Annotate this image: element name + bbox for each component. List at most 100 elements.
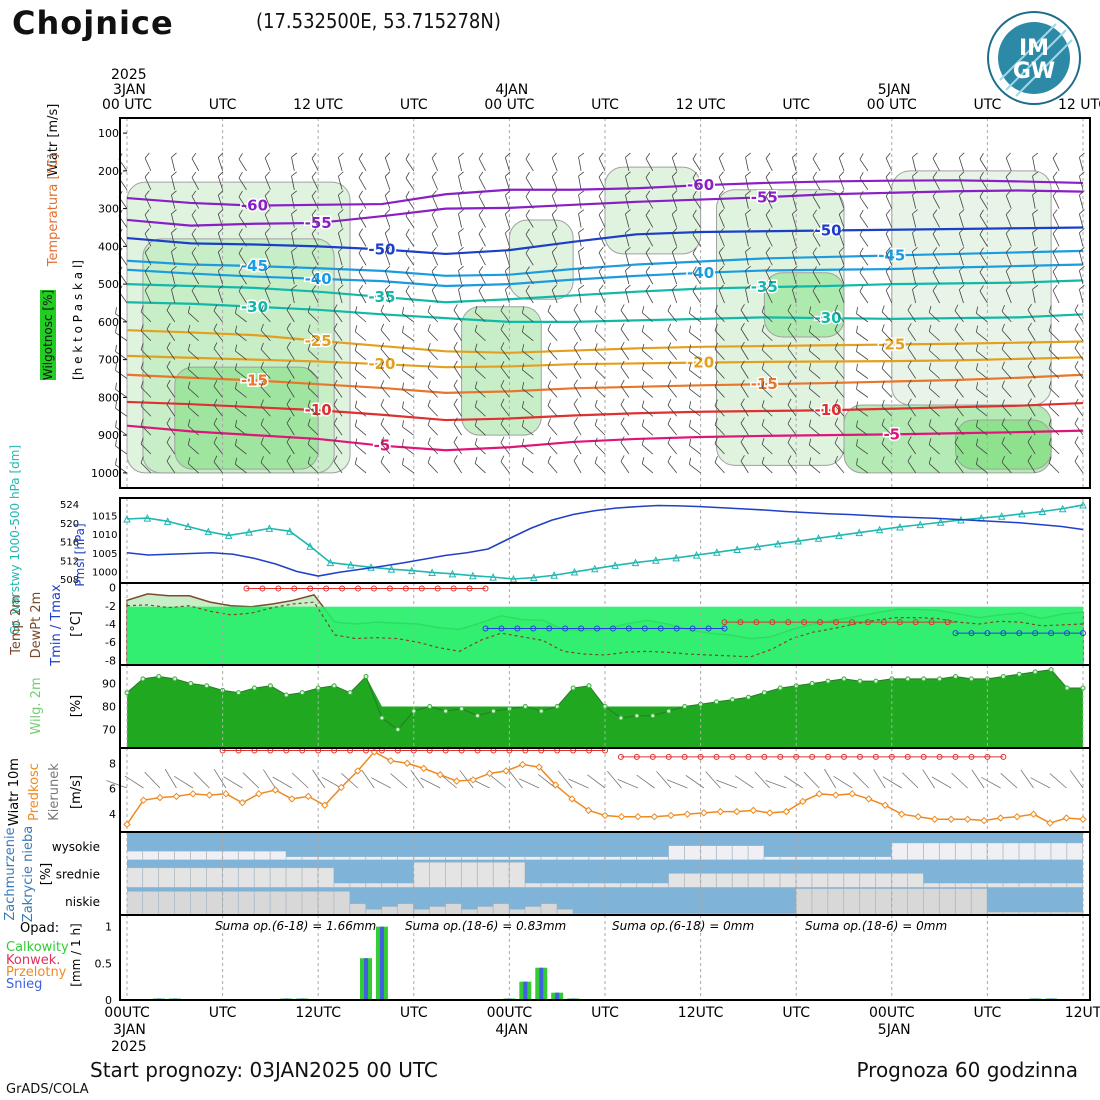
wind-barb (380, 380, 391, 398)
isotherm-label: -15 (751, 375, 778, 393)
wind-barb (521, 363, 534, 379)
wind-barb (521, 400, 534, 417)
wind-barb-flag (238, 190, 243, 198)
wind-speed-marker (963, 815, 972, 823)
wind-barb-staff (838, 195, 845, 209)
wind-barb (354, 381, 367, 398)
wind-barb-flag (551, 246, 558, 253)
wind-speed-marker (139, 796, 148, 804)
wind-barb-staff (235, 445, 247, 455)
wind-barb-staff (551, 176, 558, 190)
wind-barb (1027, 304, 1036, 323)
wind-barb (859, 247, 869, 266)
wind-barb-staff (932, 177, 940, 190)
wind10m-barb (371, 777, 391, 789)
wind-speed-marker (930, 815, 939, 823)
wind-barb-flag (1048, 343, 1052, 350)
wind-barb-staff (478, 271, 486, 285)
isotherm-label: -50 (368, 240, 395, 258)
humidity-marker (251, 685, 257, 691)
wind-barb (307, 343, 319, 360)
wind-barb-flag (380, 361, 385, 368)
wind-barb-staff (885, 271, 893, 285)
wind-barb-flag (354, 362, 358, 370)
wind-barb-flag (260, 323, 264, 331)
wind-barb (791, 209, 798, 228)
isotherm-line (126, 226, 1084, 256)
wind-speed-marker (238, 799, 247, 807)
wind-barb-staff (402, 445, 415, 455)
humidity-marker (140, 676, 146, 682)
wind-barb-staff (474, 312, 486, 323)
wind-barb (525, 285, 534, 304)
isotherm-label: -35 (751, 278, 778, 296)
cloud-cell (572, 883, 589, 888)
wind-barb (838, 246, 845, 266)
wind-barb-staff (405, 253, 415, 266)
wind-barb-flag (354, 457, 358, 464)
wind-barb-staff (115, 370, 128, 379)
wind-barb-flag (620, 360, 625, 368)
wind-barb-flag (431, 152, 437, 159)
wind-barb-staff (958, 232, 964, 247)
wind-barb-flag (912, 284, 918, 290)
cloud-cell (174, 867, 191, 888)
wind-barb-staff (714, 424, 725, 436)
wind-barb-flag (761, 456, 765, 464)
wind-barb-flag (641, 419, 645, 427)
wind-barb (620, 323, 630, 341)
wind-barb (689, 438, 701, 455)
wind-barb (478, 171, 486, 190)
wind-barb-flag (505, 284, 511, 290)
cloud-cell (827, 888, 844, 916)
tmax-marker (817, 619, 824, 626)
wind-barb-flag (140, 343, 144, 350)
wind-barb-flag (431, 284, 437, 291)
wind-barb-flag (812, 285, 817, 292)
tmax-marker (339, 585, 346, 592)
wind-barb-staff (355, 388, 367, 398)
wind-barb-flag (573, 303, 578, 311)
wind-barb-flag (959, 246, 965, 253)
wind-barb-flag (521, 325, 525, 333)
wind-speed-marker (156, 793, 164, 802)
wind-barb (714, 437, 725, 455)
wind10m-barb-staff (144, 771, 161, 789)
isotherm-line (126, 249, 1084, 277)
wind10m-barb (902, 772, 919, 789)
wind-barb-staff (453, 328, 462, 341)
wind-barb (405, 247, 415, 266)
wind-barb (979, 209, 988, 228)
cloud-cover-axis-label: Zakrycie nieba (21, 826, 36, 922)
wind-barb-flag (144, 247, 150, 253)
wind-barb-flag (689, 457, 692, 465)
wind-barb-flag (551, 228, 558, 234)
wind-barb-staff (859, 253, 869, 266)
wind-barb-staff (235, 464, 247, 474)
cloud-cell (620, 883, 637, 888)
cloud-cell (142, 867, 159, 888)
wind-barb-flag (311, 171, 317, 178)
wind-barb-staff (598, 176, 606, 190)
wind-barb-staff (1005, 195, 1012, 209)
wind-barb-staff (478, 214, 486, 228)
wind-barb (551, 228, 558, 247)
wind-barb (645, 247, 654, 266)
wind-barb (384, 190, 391, 209)
wind-barb (645, 190, 654, 209)
isotherm-label: -60 (687, 176, 714, 194)
wind-barb-staff (311, 233, 319, 247)
wind-barb (1074, 323, 1084, 341)
cloud-cell (923, 883, 940, 888)
wind-barb-staff (714, 462, 725, 474)
wind-barb-staff (402, 388, 415, 398)
wind-barb-staff (384, 214, 391, 228)
wind-barb (881, 305, 893, 323)
wind-barb-flag (714, 418, 718, 425)
wind-barb-staff (765, 177, 773, 190)
wind-barb (458, 152, 464, 171)
wind-barb-flag (1079, 171, 1085, 177)
wind-barb-flag (975, 325, 979, 333)
wind-barb-flag (594, 343, 598, 350)
wind-barb-flag (692, 209, 697, 216)
